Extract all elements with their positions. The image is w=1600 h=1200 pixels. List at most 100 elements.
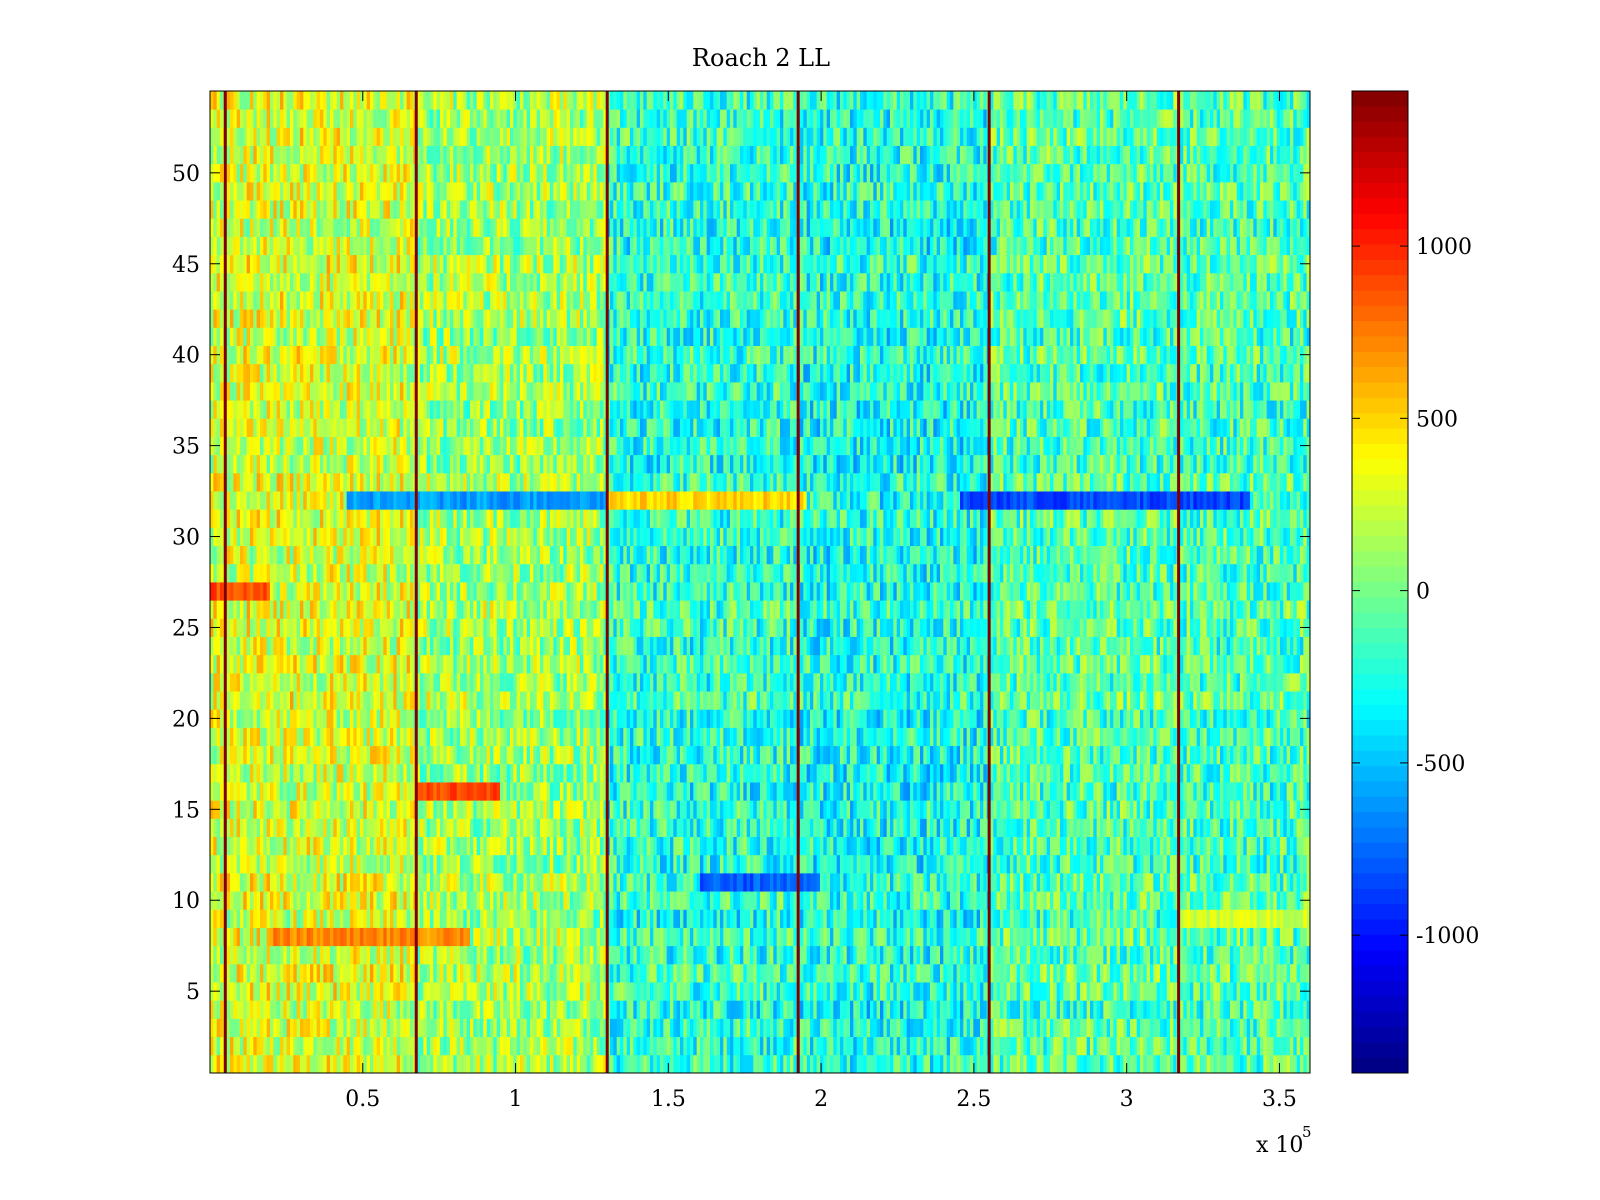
heatmap-cell xyxy=(556,854,561,874)
heatmap-cell xyxy=(1043,945,1048,965)
heatmap-cell xyxy=(873,1000,878,1019)
heatmap-cell xyxy=(1200,1054,1204,1074)
heatmap-cell xyxy=(1023,1054,1028,1074)
heatmap-cell xyxy=(1113,836,1118,856)
heatmap-cell xyxy=(476,891,481,910)
heatmap-cell xyxy=(890,800,894,819)
heatmap-cell xyxy=(920,818,924,837)
heatmap-cell xyxy=(420,963,424,983)
heatmap-cell xyxy=(886,818,891,837)
heatmap-cell xyxy=(963,1036,968,1056)
heatmap-cell xyxy=(1003,1036,1008,1056)
heatmap-cell xyxy=(773,818,778,837)
heatmap-cell xyxy=(1040,872,1044,892)
heatmap-cell xyxy=(1246,945,1251,965)
heatmap-cell xyxy=(1123,909,1128,928)
heatmap-cell xyxy=(896,1054,901,1074)
heatmap-cell xyxy=(476,945,481,965)
heatmap-cell xyxy=(833,963,838,983)
heatmap-cell xyxy=(856,891,861,910)
heatmap-cell xyxy=(466,945,471,965)
heatmap-cell xyxy=(1296,963,1301,983)
heatmap-cell xyxy=(730,963,734,983)
heatmap-cell xyxy=(1250,836,1254,856)
heatmap-cell xyxy=(486,1054,491,1074)
heatmap-cell xyxy=(616,1054,621,1074)
heatmap-cell xyxy=(1230,982,1234,1001)
heatmap-cell xyxy=(530,836,534,856)
heatmap-cell xyxy=(1050,982,1054,1001)
heatmap-cell xyxy=(1060,818,1064,837)
heatmap-cell xyxy=(1270,945,1274,965)
heatmap-cell xyxy=(823,1018,828,1038)
heatmap-cell xyxy=(1060,982,1064,1001)
heatmap-cell xyxy=(586,927,591,947)
heatmap-cell xyxy=(970,927,974,947)
heatmap-cell xyxy=(946,891,951,910)
heatmap-cell xyxy=(1303,927,1308,947)
heatmap-cell xyxy=(1223,854,1228,874)
heatmap-cell xyxy=(1283,854,1288,874)
heatmap-cell xyxy=(843,927,848,947)
heatmap-cell xyxy=(1240,836,1244,856)
heatmap-cell xyxy=(340,1036,344,1056)
heatmap-cell xyxy=(640,909,644,928)
heatmap-cell xyxy=(780,1036,784,1056)
heatmap-cell xyxy=(640,891,644,910)
heatmap-cell xyxy=(1050,872,1054,892)
heatmap-cell xyxy=(1136,854,1141,874)
heatmap-cell xyxy=(700,963,704,983)
heatmap-cell xyxy=(283,891,288,910)
heatmap-cell xyxy=(876,1036,881,1056)
heatmap-cell xyxy=(1033,836,1038,856)
heatmap-cell xyxy=(503,1018,508,1038)
heatmap-cell xyxy=(810,1036,814,1056)
heatmap-cell xyxy=(460,836,464,856)
heatmap-cell xyxy=(496,1018,501,1038)
heatmap-cell xyxy=(826,836,831,856)
heatmap-cell xyxy=(293,963,298,983)
heatmap-cell xyxy=(883,854,888,874)
heatmap-cell xyxy=(296,818,301,837)
heatmap-cell xyxy=(593,1036,598,1056)
heatmap-cell xyxy=(246,1036,251,1056)
heatmap-cell xyxy=(603,872,608,892)
heatmap-cell xyxy=(823,909,828,928)
heatmap-cell xyxy=(780,927,784,947)
heatmap-cell xyxy=(913,909,918,928)
heatmap-cell xyxy=(1156,872,1161,892)
heatmap-cell xyxy=(323,927,328,947)
heatmap-cell xyxy=(513,982,518,1001)
heatmap-cell xyxy=(1043,1000,1048,1019)
heatmap-cell xyxy=(573,1036,578,1056)
heatmap-cell xyxy=(1046,800,1051,819)
heatmap-cell xyxy=(746,982,751,1001)
heatmap-cell xyxy=(446,1018,451,1038)
heatmap-cell xyxy=(1093,891,1098,910)
heatmap-cell xyxy=(236,982,241,1001)
heatmap-cell xyxy=(870,854,874,874)
heatmap-cell xyxy=(990,818,994,837)
heatmap-cell xyxy=(1213,945,1218,965)
heatmap-cell xyxy=(383,800,388,819)
heatmap-cell xyxy=(886,1018,891,1038)
heatmap-cell xyxy=(240,909,244,928)
heatmap-cell xyxy=(920,800,924,819)
heatmap-cell xyxy=(1026,1018,1031,1038)
heatmap-cell xyxy=(770,909,774,928)
heatmap-cell xyxy=(500,1000,504,1019)
heatmap-cell xyxy=(806,909,811,928)
heatmap-cell xyxy=(306,909,311,928)
heatmap-cell xyxy=(683,982,688,1001)
heatmap-cell xyxy=(613,854,618,874)
heatmap-cell xyxy=(360,1018,364,1038)
heatmap-cell xyxy=(973,891,978,910)
heatmap-cell xyxy=(423,800,428,819)
heatmap-cell xyxy=(433,1000,438,1019)
heatmap-cell xyxy=(380,854,384,874)
heatmap-cell xyxy=(1106,818,1111,837)
heatmap-cell xyxy=(1293,1054,1298,1074)
heatmap-cell xyxy=(416,854,421,874)
heatmap-cell xyxy=(1103,818,1108,837)
heatmap-cell xyxy=(1083,836,1088,856)
